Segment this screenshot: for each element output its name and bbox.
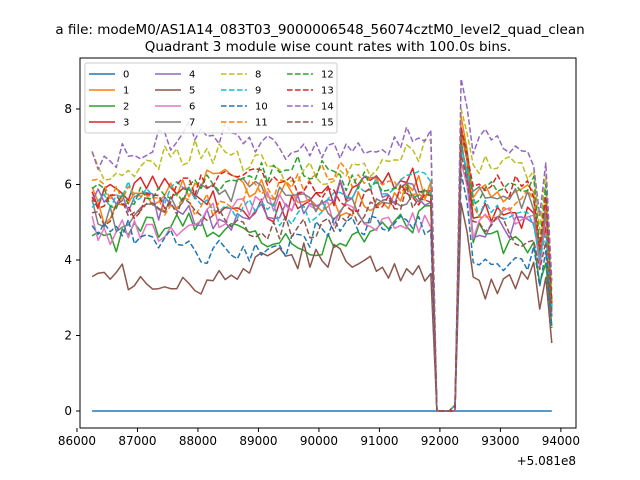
legend-label-9: 9 xyxy=(255,86,261,97)
legend-label-11: 11 xyxy=(255,118,268,129)
series-line-12 xyxy=(91,127,553,412)
x-tick-label: 89000 xyxy=(239,434,277,448)
legend-label-5: 5 xyxy=(189,86,195,97)
y-tick-label: 8 xyxy=(64,102,72,116)
x-tick-label: 88000 xyxy=(179,434,217,448)
y-tick-label: 2 xyxy=(64,329,72,343)
series-line-6 xyxy=(91,161,553,412)
x-tick-label: 92000 xyxy=(421,434,459,448)
y-tick-label: 4 xyxy=(64,253,72,267)
figure-suptitle: a file: modeM0/AS1A14_083T03_9000006548_… xyxy=(55,22,584,38)
x-tick-label: 91000 xyxy=(360,434,398,448)
series-line-7 xyxy=(91,145,553,412)
series-line-10 xyxy=(91,172,553,412)
plot-lines xyxy=(91,78,553,412)
x-tick-label: 87000 xyxy=(118,434,156,448)
series-line-15 xyxy=(91,153,553,412)
legend-label-3: 3 xyxy=(123,118,129,129)
series-line-8 xyxy=(91,108,553,412)
x-offset-label: +5.081e8 xyxy=(517,454,576,468)
legend-label-10: 10 xyxy=(255,102,268,113)
legend-label-8: 8 xyxy=(255,70,261,81)
series-line-5 xyxy=(91,202,553,412)
x-tick-label: 90000 xyxy=(300,434,338,448)
series-line-11 xyxy=(91,130,553,412)
series-line-13 xyxy=(91,127,553,412)
y-axis: 0 2 4 6 8 xyxy=(64,102,80,418)
legend-label-13: 13 xyxy=(321,86,334,97)
series-line-3 xyxy=(91,130,553,412)
legend-label-14: 14 xyxy=(321,102,334,113)
y-tick-label: 0 xyxy=(64,404,72,418)
x-tick-label: 86000 xyxy=(58,434,96,448)
x-tick-label: 93000 xyxy=(481,434,519,448)
legend-label-6: 6 xyxy=(189,102,195,113)
legend-label-2: 2 xyxy=(123,102,129,113)
y-tick-label: 6 xyxy=(64,177,72,191)
axes-frame xyxy=(79,57,577,429)
x-axis: 86000 87000 88000 89000 90000 91000 92000 93000… xyxy=(58,428,580,448)
legend-label-15: 15 xyxy=(321,118,334,129)
chart-title: Quadrant 3 module wise count rates with … xyxy=(145,39,511,55)
series-line-14 xyxy=(91,78,553,412)
series-line-2 xyxy=(91,138,553,412)
legend-label-7: 7 xyxy=(189,118,195,129)
legend-label-12: 12 xyxy=(321,70,334,81)
legend-label-1: 1 xyxy=(123,86,129,97)
legend-label-4: 4 xyxy=(189,70,195,81)
x-tick-label: 94000 xyxy=(542,434,580,448)
legend-label-0: 0 xyxy=(123,70,129,81)
legend-box xyxy=(84,62,338,134)
